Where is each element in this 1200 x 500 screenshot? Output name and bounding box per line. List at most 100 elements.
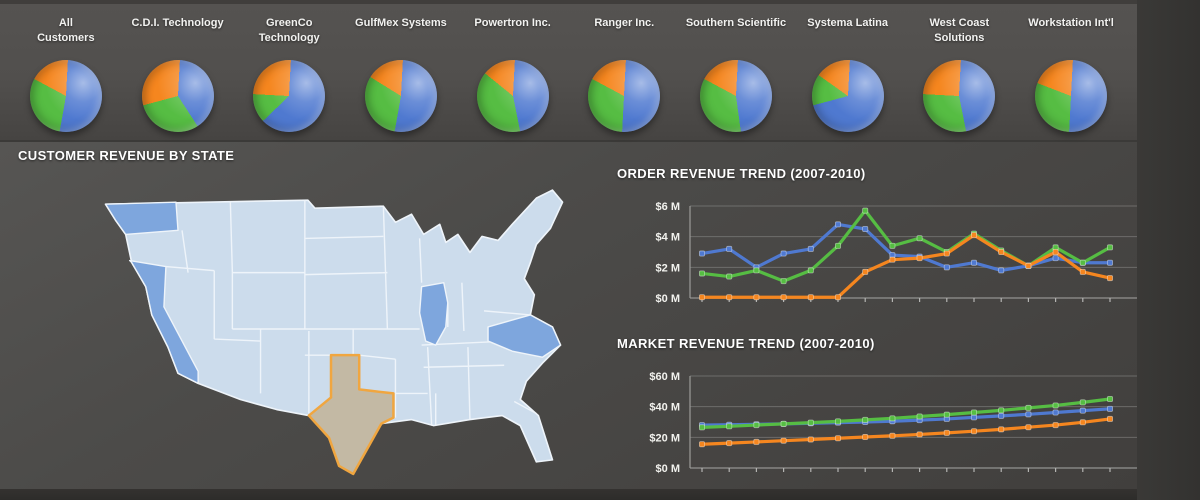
customer-pie-chart[interactable]	[588, 60, 661, 132]
data-point-marker	[889, 256, 896, 263]
y-axis-tick-label: $20 M	[649, 432, 680, 444]
data-point-marker	[753, 267, 760, 274]
y-axis-tick-label: $2 M	[656, 262, 680, 274]
data-point-marker	[699, 270, 706, 277]
customer-pie-chart[interactable]	[141, 60, 214, 132]
data-point-marker	[970, 414, 977, 421]
order-trend-title: ORDER REVENUE TREND (2007-2010)	[617, 166, 866, 181]
data-point-marker	[862, 226, 869, 233]
customer-pie-item[interactable]: West Coast Solutions	[904, 10, 1014, 132]
customer-pie-strip: All Customers C.D.I. Technology GreenCo Te…	[0, 0, 1137, 142]
data-point-marker	[1106, 405, 1113, 412]
pie-customer-label: West Coast Solutions	[929, 17, 990, 44]
data-point-marker	[1079, 268, 1086, 275]
usa-mainland-shape[interactable]	[104, 189, 564, 475]
state-california[interactable]	[128, 259, 199, 385]
data-point-marker	[780, 250, 787, 257]
customer-pie-chart[interactable]	[29, 60, 102, 132]
canvas-right-edge	[1137, 0, 1200, 500]
state-texas-selected[interactable]	[307, 353, 395, 476]
data-point-marker	[807, 294, 814, 301]
customer-pie-item[interactable]: Workstation Int'l	[1016, 10, 1126, 132]
customer-pie-chart[interactable]	[923, 60, 996, 132]
data-point-marker	[889, 432, 896, 439]
data-point-marker	[726, 423, 733, 430]
data-point-marker	[1106, 415, 1113, 422]
customer-pie-chart[interactable]	[811, 60, 884, 132]
data-point-marker	[1025, 262, 1032, 269]
data-point-marker	[807, 419, 814, 426]
y-axis-tick-label: $60 M	[649, 371, 680, 383]
data-point-marker	[889, 415, 896, 422]
y-axis-tick-label: $40 M	[649, 402, 680, 414]
data-point-marker	[1052, 422, 1059, 429]
data-point-marker	[943, 264, 950, 271]
customer-pie-chart[interactable]	[253, 60, 326, 132]
data-point-marker	[834, 294, 841, 301]
state-north-carolina[interactable]	[487, 314, 562, 358]
data-point-marker	[699, 250, 706, 257]
data-point-marker	[1052, 409, 1059, 416]
data-point-marker	[1079, 419, 1086, 426]
data-point-marker	[699, 294, 706, 301]
data-point-marker	[1106, 275, 1113, 282]
pie-customer-label: Southern Scientific	[685, 17, 787, 29]
data-point-marker	[834, 221, 841, 228]
data-point-marker	[834, 435, 841, 442]
customer-pie-item[interactable]: All Customers	[11, 10, 121, 132]
customer-pie-chart[interactable]	[364, 60, 437, 132]
data-point-marker	[1079, 407, 1086, 414]
map-panel-title: CUSTOMER REVENUE BY STATE	[18, 148, 235, 163]
customer-pie-item[interactable]: Southern Scientific	[681, 10, 791, 132]
data-point-marker	[862, 207, 869, 214]
pie-customer-label: GulfMex Systems	[355, 17, 447, 29]
data-point-marker	[726, 245, 733, 252]
data-point-marker	[807, 245, 814, 252]
data-point-marker	[943, 250, 950, 257]
data-point-marker	[699, 424, 706, 431]
data-point-marker	[1025, 404, 1032, 411]
data-point-marker	[998, 412, 1005, 419]
trend-line-series-blue	[700, 222, 1112, 273]
customer-pie-item[interactable]: Ranger Inc.	[569, 10, 679, 132]
data-point-marker	[970, 428, 977, 435]
customer-pie-item[interactable]: GreenCo Technology	[234, 10, 344, 132]
customer-pie-item[interactable]: C.D.I. Technology	[123, 10, 233, 132]
trend-line-series-green	[700, 209, 1112, 283]
data-point-marker	[780, 420, 787, 427]
customer-pie-item[interactable]: GulfMex Systems	[346, 10, 456, 132]
state-washington[interactable]	[104, 201, 179, 236]
data-point-marker	[1025, 411, 1032, 418]
customer-pie-chart[interactable]	[476, 60, 549, 132]
y-axis-tick-label: $6 M	[656, 201, 680, 213]
data-point-marker	[1079, 399, 1086, 406]
data-point-marker	[1106, 259, 1113, 266]
data-point-marker	[726, 294, 733, 301]
data-point-marker	[834, 418, 841, 425]
data-point-marker	[998, 249, 1005, 256]
data-point-marker	[807, 267, 814, 274]
pie-customer-label: Systema Latina	[807, 17, 888, 29]
data-point-marker	[970, 232, 977, 239]
state-illinois[interactable]	[418, 281, 449, 346]
data-point-marker	[998, 407, 1005, 414]
data-point-marker	[889, 242, 896, 249]
data-point-marker	[726, 273, 733, 280]
pie-customer-label: Ranger Inc.	[594, 17, 655, 29]
data-point-marker	[699, 441, 706, 448]
customer-pie-item[interactable]: Systema Latina	[793, 10, 903, 132]
pie-customer-label: All Customers	[37, 17, 95, 44]
pie-customer-label: GreenCo Technology	[258, 17, 320, 44]
trend-line-series-green	[700, 397, 1112, 429]
customer-pie-chart[interactable]	[1035, 60, 1108, 132]
state-border-lines	[165, 200, 537, 426]
pie-customer-label: Powertron Inc.	[474, 17, 551, 29]
data-point-marker	[780, 437, 787, 444]
data-point-marker	[780, 294, 787, 301]
data-point-marker	[726, 440, 733, 447]
data-point-marker	[943, 411, 950, 418]
customer-pie-chart[interactable]	[699, 60, 772, 132]
customer-pie-item[interactable]: Powertron Inc.	[458, 10, 568, 132]
usa-state-map	[104, 189, 564, 476]
trend-line-series-orange	[700, 417, 1112, 446]
